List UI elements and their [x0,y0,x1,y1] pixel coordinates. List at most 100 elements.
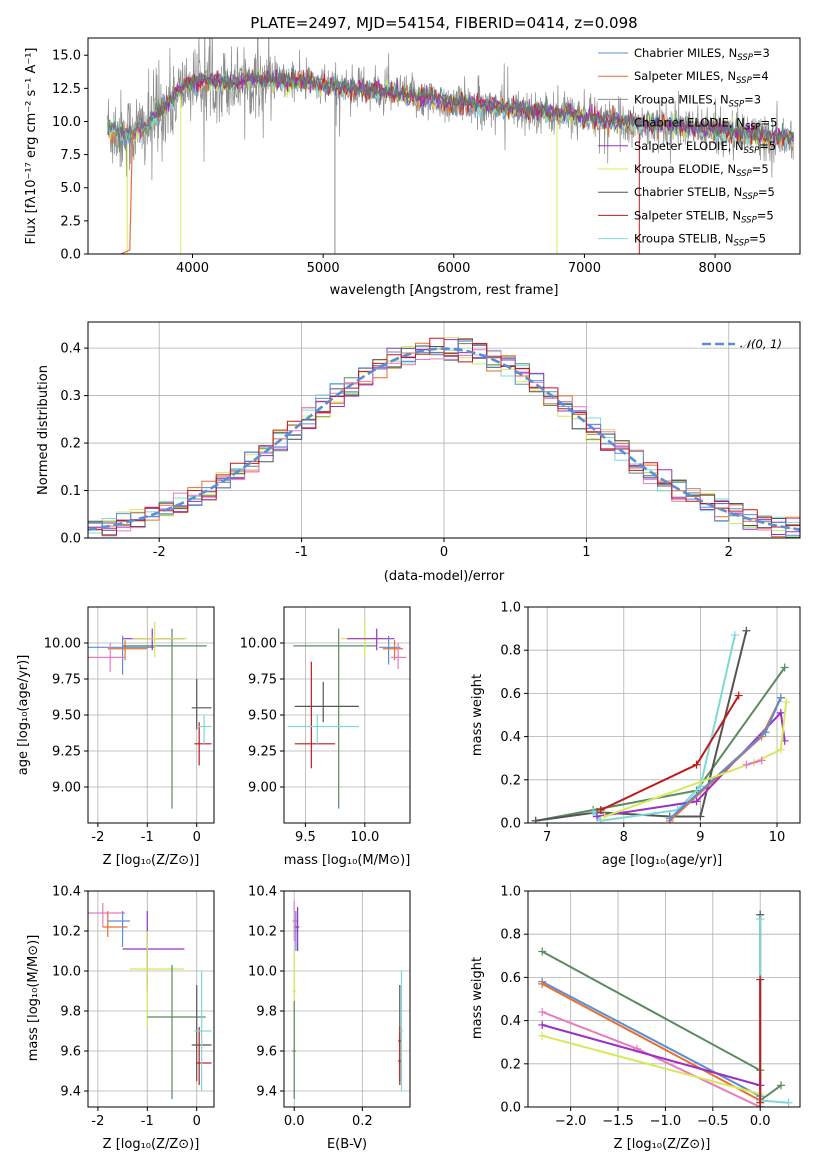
x-tick-label: -2 [153,545,166,560]
x-tick-label: 0 [440,545,448,560]
pink-series-line [746,759,762,766]
age-vs-mass-xlabel: mass [log₁₀(M/M⊙)] [284,853,411,868]
legend-subscript: SSP [736,76,752,86]
residuals-plot-area [88,337,800,538]
chabrier_stelib-point-marker [742,626,751,635]
y-tick-label: 10.2 [52,925,81,940]
legend-value: =5 [760,116,777,130]
mass-weight-vs-z-ylabel: mass weight [470,957,485,1039]
spectrum-ylabel: Flux [fλ10⁻¹⁷ erg cm⁻² s⁻¹ A⁻¹] [24,48,39,245]
agem-ticks: 9.5 10.0 9.00 9.25 9.50 9.75 10.00 [240,637,380,846]
legend-label: Kroupa ELODIE, N [634,162,736,176]
x-tick-label: −1.5 [602,1114,634,1129]
y-tick-label: 2.5 [60,214,81,229]
y-tick-label: 10.0 [52,965,81,980]
legend-value: =5 [758,185,775,199]
mass-vs-z-panel: Z [log₁₀(Z/Z⊙)] mass [log₁₀(M/M⊙)] -2 -1 0… [26,885,215,1152]
chabrier_miles-series-line [541,980,761,1098]
salpeter_miles-point-marker [538,979,547,988]
spectrum-ylabel-text: Flux [fλ10⁻¹⁷ erg cm⁻² s⁻¹ A⁻¹] [24,48,39,245]
mwage-frame [527,606,801,824]
y-tick-label: 9.50 [248,709,277,724]
mwage-grid [528,606,800,824]
x-tick-label: 0.0 [284,1114,305,1129]
pink-point-marker [538,1007,547,1016]
y-tick-label: 0.0 [60,532,81,547]
legend-label: Salpeter ELODIE, N [634,139,744,153]
y-tick-label: 9.00 [248,781,277,796]
y-tick-label: 0.0 [500,1101,521,1116]
y-tick-label: 5.0 [60,181,81,196]
y-tick-label: 10.00 [44,637,81,652]
y-tick-label: 10.00 [240,637,277,652]
spectrum-panel: PLATE=2497, MJD=54154, FIBERID=0414, z=0… [24,14,801,298]
legend-entry: Kroupa MILES, NSSP=3 [634,92,761,109]
x-tick-label: 7 [543,830,551,845]
legend-entry: Chabrier MILES, NSSP=3 [634,46,770,63]
legend-entry: Salpeter MILES, NSSP=4 [634,69,769,86]
y-tick-label: 0.4 [500,1014,521,1029]
x-tick-label: 0.2 [352,1114,373,1129]
mass-weight-vs-age-ylabel: mass weight [470,674,485,756]
kroupa_stelib-point-marker [589,808,598,817]
agez-frame [87,606,215,824]
legend-entry: Chabrier ELODIE, NSSP=5 [634,116,777,133]
kroupa_stelib-point-marker [730,631,739,640]
kroupa_elodie-point-marker [600,812,609,821]
legend-subscript: SSP [734,239,750,249]
salpeter_stelib-point-marker [756,1098,765,1107]
salpeter_elodie-point-marker [776,708,785,717]
salpeter-miles-edge-line [120,126,141,254]
mass-vs-ebv-xlabel: E(B-V) [327,1137,367,1152]
x-tick-label: -1 [295,545,308,560]
kroupa_stelib-point-marker [756,915,765,924]
pink-histogram [88,349,800,532]
x-tick-label: 6000 [437,261,470,276]
x-tick-label: 5000 [307,261,340,276]
spectrum-ticks: 4000 5000 6000 7000 8000 0.0 2.5 5.0 7.5 10.0 12.5… [52,49,732,276]
x-tick-label: 10.0 [350,830,379,845]
y-tick-label: 9.75 [248,673,277,688]
x-tick-label: -1 [141,830,154,845]
kroupa_stelib-point-marker [596,816,605,823]
legend-value: =5 [757,208,774,222]
x-tick-label: 8 [620,830,628,845]
kroupa_elodie-series-line [541,1034,761,1095]
mwage-plot-area [531,626,791,823]
y-tick-label: 0.6 [500,971,521,986]
legend-entry: Kroupa ELODIE, NSSP=5 [634,162,769,179]
salpeter_stelib-point-marker [596,806,605,815]
age-vs-mass-panel: mass [log₁₀(M/M⊙)] 9.5 10.09.009.259.509.… [240,606,411,868]
mass-vs-z-ylabel: mass [log₁₀(M/M⊙)] [26,935,41,1062]
pink-point-marker [742,760,751,769]
mass-weight-vs-age-panel: age [log₁₀(age/yr)] mass weight 7 8 9 10 0.0… [470,601,801,868]
legend-subscript: SSP [729,99,745,109]
y-tick-label: 0.2 [500,1057,521,1072]
legend-subscript: SSP [741,215,757,225]
y-tick-label: 9.75 [52,673,81,688]
agem-grid [284,607,410,823]
chabrier_elodie-series-line [535,666,786,822]
salpeter_elodie-series-line [541,1023,761,1087]
y-tick-label: 9.4 [60,1085,81,1100]
x-tick-label: 9.5 [295,830,316,845]
x-tick-label: −2.0 [555,1114,587,1129]
legend-entry: Kroupa STELIB, NSSP=5 [634,232,766,249]
salpeter_stelib-histogram [88,337,800,536]
kroupa_stelib-point-marker [696,782,705,791]
kroupa_stelib-series-line [759,919,789,1104]
kroupa_elodie-point-marker [538,1031,547,1040]
y-tick-label: 0.4 [500,730,521,745]
residuals-panel: (data-model)/error Normed distribution -… [36,321,801,584]
pink-series-line [541,1011,761,1107]
y-tick-label: 7.5 [60,148,81,163]
y-tick-label: 9.6 [256,1045,277,1060]
x-tick-label: −0.5 [697,1114,729,1129]
age-vs-z-xlabel: Z [log₁₀(Z/Z⊙)] [103,853,200,868]
legend-label: Kroupa STELIB, N [634,232,734,246]
y-tick-label: 0.0 [60,248,81,263]
y-tick-label: 9.25 [52,745,81,760]
x-tick-label: 0 [193,830,201,845]
legend-label: Salpeter STELIB, N [634,208,741,222]
mwz-frame [527,890,801,1108]
